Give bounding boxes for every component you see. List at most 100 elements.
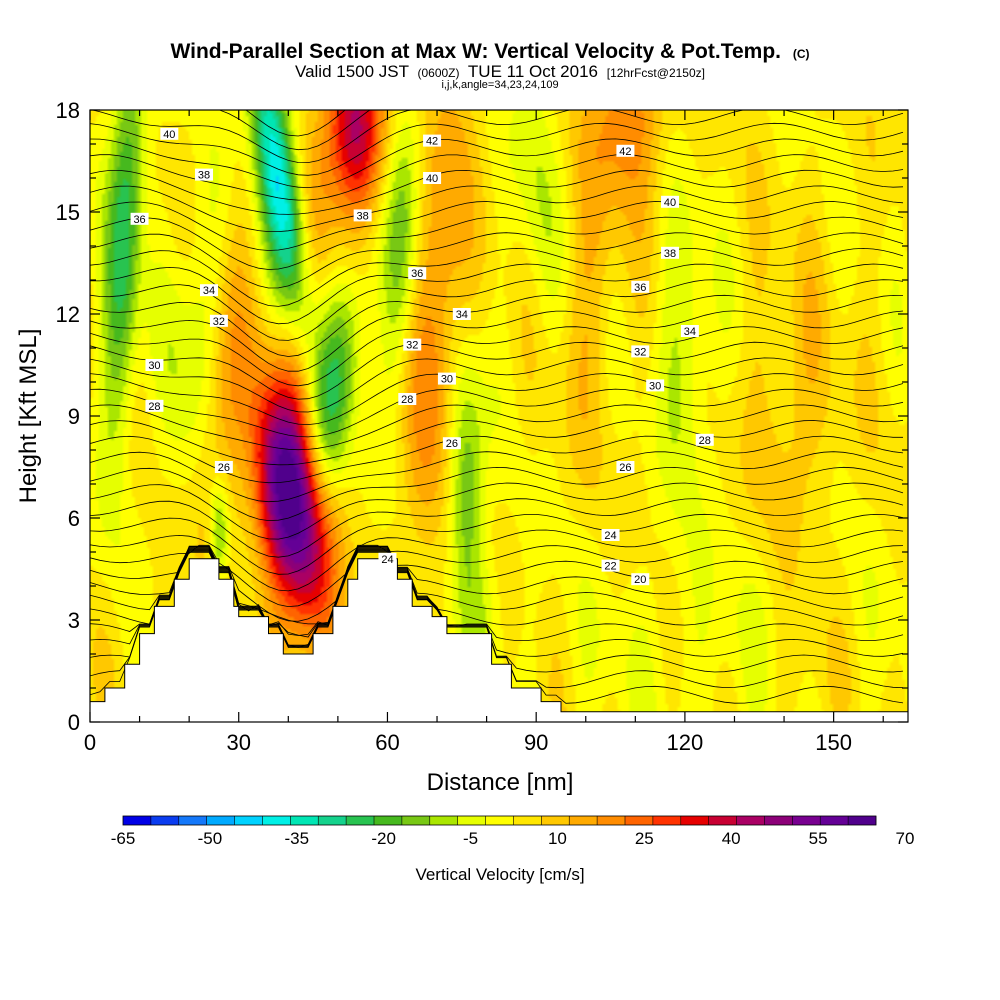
colorbar-swatch: [429, 816, 458, 825]
theta-contour-value: 42: [619, 146, 631, 158]
theta-contour-value: 26: [619, 462, 631, 474]
theta-contour-label: 36: [408, 267, 427, 280]
colorbar-frame: [122, 815, 877, 826]
theta-contour-value: 26: [446, 438, 458, 450]
theta-contour-value: 26: [218, 462, 230, 474]
colorbar-tick-label: 40: [722, 829, 741, 848]
theta-contour-label: 38: [195, 168, 214, 182]
colorbar-swatch: [652, 816, 682, 825]
theta-contour-value: 24: [604, 530, 616, 542]
theta-contour-line: [90, 549, 904, 657]
theta-contour-label: 36: [631, 280, 650, 294]
title-unit: (C): [793, 47, 810, 61]
theta-contour-value: 28: [699, 435, 711, 447]
theta-contour-line: [90, 420, 903, 466]
y-axis-label: Height [Kft MSL]: [15, 329, 42, 504]
colorbar-tick-label: -5: [463, 829, 478, 848]
theta-contour-value: 30: [441, 374, 453, 386]
valid-line: Valid 1500 JST (0600Z) TUE 11 Oct 2016 […: [295, 62, 705, 81]
colorbar-tick-label: 70: [896, 829, 915, 848]
theta-contour-line: [90, 545, 904, 622]
theta-contour-label: 38: [353, 209, 372, 222]
colorbar-swatch: [123, 816, 152, 825]
colorbar-swatch: [485, 816, 514, 825]
colorbar-tick-label: 10: [548, 829, 567, 848]
theta-contour-label: 30: [145, 359, 164, 372]
x-tick-label: 0: [84, 730, 96, 755]
theta-contour-line: [90, 247, 904, 307]
y-tick-label: 18: [56, 98, 80, 123]
theta-contour-value: 36: [133, 214, 145, 226]
colorbar-swatch: [401, 816, 431, 825]
colorbar-tick-label: -20: [371, 829, 396, 848]
theta-contour-value: 28: [401, 394, 413, 406]
theta-contour-line: [90, 513, 904, 575]
indices-line: i,j,k,angle=34,23,24,109: [441, 79, 558, 91]
theta-contour-label: 28: [695, 433, 714, 447]
theta-contour-value: 40: [426, 173, 438, 185]
terrain-mask: [90, 558, 908, 722]
valid-prefix: Valid 1500 JST: [295, 62, 409, 81]
theta-contour-label: 30: [646, 379, 665, 392]
x-axis-label: Distance [nm]: [427, 769, 574, 796]
colorbar-swatch: [792, 816, 821, 825]
theta-contour-value: 36: [634, 282, 646, 294]
theta-contour-label: 32: [631, 345, 650, 358]
theta-contour-line: [90, 201, 904, 251]
title-text: Wind-Parallel Section at Max W: Vertical…: [170, 40, 781, 63]
theta-contour-value: 38: [198, 170, 210, 182]
theta-contour-value: 32: [634, 346, 646, 358]
valid-utc: (0600Z): [417, 66, 459, 80]
theta-contour-value: 38: [357, 210, 369, 222]
theta-contour-value: 34: [203, 285, 215, 297]
chart-title: Wind-Parallel Section at Max W: Vertical…: [170, 40, 809, 63]
theta-contour-value: 32: [213, 316, 225, 328]
theta-contour-label: 22: [601, 559, 620, 573]
theta-contour-value: 20: [634, 574, 646, 586]
colorbar-swatch: [206, 816, 235, 825]
theta-contour-value: 34: [684, 326, 696, 338]
theta-contour-value: 30: [148, 360, 160, 372]
theta-contour-line: [90, 122, 904, 176]
theta-contour-label: 40: [661, 195, 680, 209]
theta-contour-line: [90, 498, 904, 558]
theta-contour-line: [90, 529, 904, 592]
theta-contour-value: 28: [148, 401, 160, 413]
theta-contour-line: [90, 551, 904, 689]
theta-contour-line: [90, 326, 904, 387]
theta-contour-line: [90, 548, 904, 648]
colorbar-tick-label: -65: [111, 829, 136, 848]
colorbar-swatch: [764, 816, 793, 825]
colorbar-swatch: [262, 816, 291, 825]
theta-contour-line: [90, 388, 904, 438]
x-tick-label: 60: [375, 730, 399, 755]
colorbar-swatch: [569, 816, 598, 825]
x-tick-label: 150: [815, 730, 852, 755]
y-tick-label: 3: [68, 608, 80, 633]
x-tick-label: 90: [524, 730, 548, 755]
theta-contour-line: [90, 341, 904, 400]
theta-contour-line: [90, 466, 904, 522]
theta-contour-label: 26: [442, 437, 461, 450]
theta-contour-line: [90, 482, 904, 540]
theta-contour-value: 34: [456, 309, 468, 321]
theta-contour-label: 30: [437, 372, 456, 386]
theta-contour-value: 32: [406, 340, 418, 352]
theta-contour-label: 34: [199, 284, 218, 297]
theta-contour-line: [90, 169, 904, 215]
y-tick-label: 15: [56, 200, 80, 225]
theta-contour-line: [90, 263, 904, 325]
theta-contour-value: 24: [381, 554, 393, 566]
theta-contour-label: 40: [160, 127, 179, 141]
theta-contour-line: [90, 548, 904, 638]
x-axis: 0 30 60 90 120 150: [84, 110, 884, 755]
colorbar-swatch: [234, 816, 263, 825]
y-tick-label: 12: [56, 302, 80, 327]
colorbar-label: Vertical Velocity [cm/s]: [415, 865, 584, 884]
theta-contour-value: 22: [604, 561, 616, 573]
theta-contour-labels: 40 38 36 34 32 30 28 26 42 42 40 40 38 38 36 36 34 34 32 32…: [130, 127, 714, 586]
colorbar-swatch: [346, 816, 375, 825]
theta-contour-label: 26: [616, 461, 635, 474]
theta-contour-line: [90, 310, 904, 372]
